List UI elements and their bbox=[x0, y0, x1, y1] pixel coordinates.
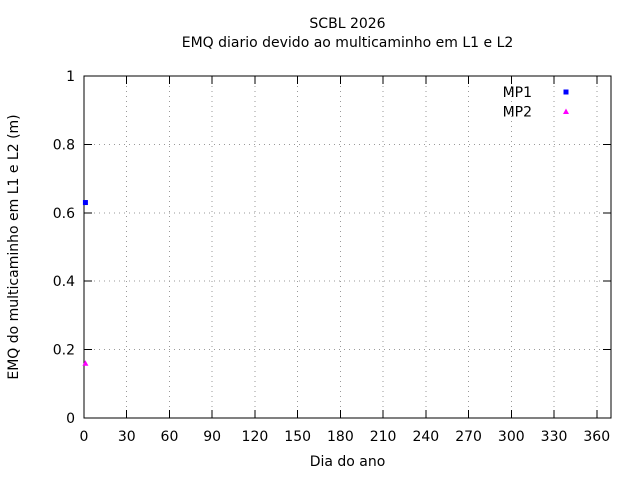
legend-label-mp1: MP1 bbox=[503, 85, 532, 101]
x-tick-label: 300 bbox=[498, 429, 525, 445]
legend-marker-mp2 bbox=[563, 108, 569, 114]
y-tick-label: 0.2 bbox=[53, 343, 75, 359]
x-tick-label: 270 bbox=[455, 429, 482, 445]
y-tick-label: 0.6 bbox=[53, 206, 75, 222]
x-tick-label: 0 bbox=[80, 429, 89, 445]
x-axis-label: Dia do ano bbox=[309, 454, 386, 470]
x-tick-label: 30 bbox=[118, 429, 136, 445]
y-tick-label: 1 bbox=[66, 69, 75, 85]
x-tick-label: 180 bbox=[327, 429, 354, 445]
chart-title: SCBL 2026 bbox=[309, 16, 386, 32]
x-tick-label: 210 bbox=[370, 429, 397, 445]
legend-label-mp2: MP2 bbox=[503, 105, 532, 121]
x-tick-label: 150 bbox=[284, 429, 311, 445]
data-point-mp1 bbox=[82, 200, 88, 206]
y-tick-label: 0 bbox=[66, 411, 75, 427]
y-axis-label: EMQ do multicaminho em L1 e L2 (m) bbox=[6, 114, 22, 380]
y-tick-label: 0.4 bbox=[53, 274, 75, 290]
data-point-mp2 bbox=[82, 360, 89, 366]
x-tick-label: 330 bbox=[541, 429, 568, 445]
x-tick-label: 240 bbox=[412, 429, 439, 445]
x-tick-label: 60 bbox=[161, 429, 179, 445]
x-tick-label: 120 bbox=[242, 429, 269, 445]
x-tick-label: 90 bbox=[203, 429, 221, 445]
chart-subtitle: EMQ diario devido ao multicaminho em L1 … bbox=[181, 35, 514, 51]
title-block: SCBL 2026 EMQ diario devido ao multicami… bbox=[84, 15, 611, 53]
legend-marker-mp1 bbox=[563, 89, 569, 95]
x-tick-label: 360 bbox=[583, 429, 610, 445]
plot-border bbox=[83, 75, 612, 419]
y-tick-label: 0.8 bbox=[53, 137, 75, 153]
